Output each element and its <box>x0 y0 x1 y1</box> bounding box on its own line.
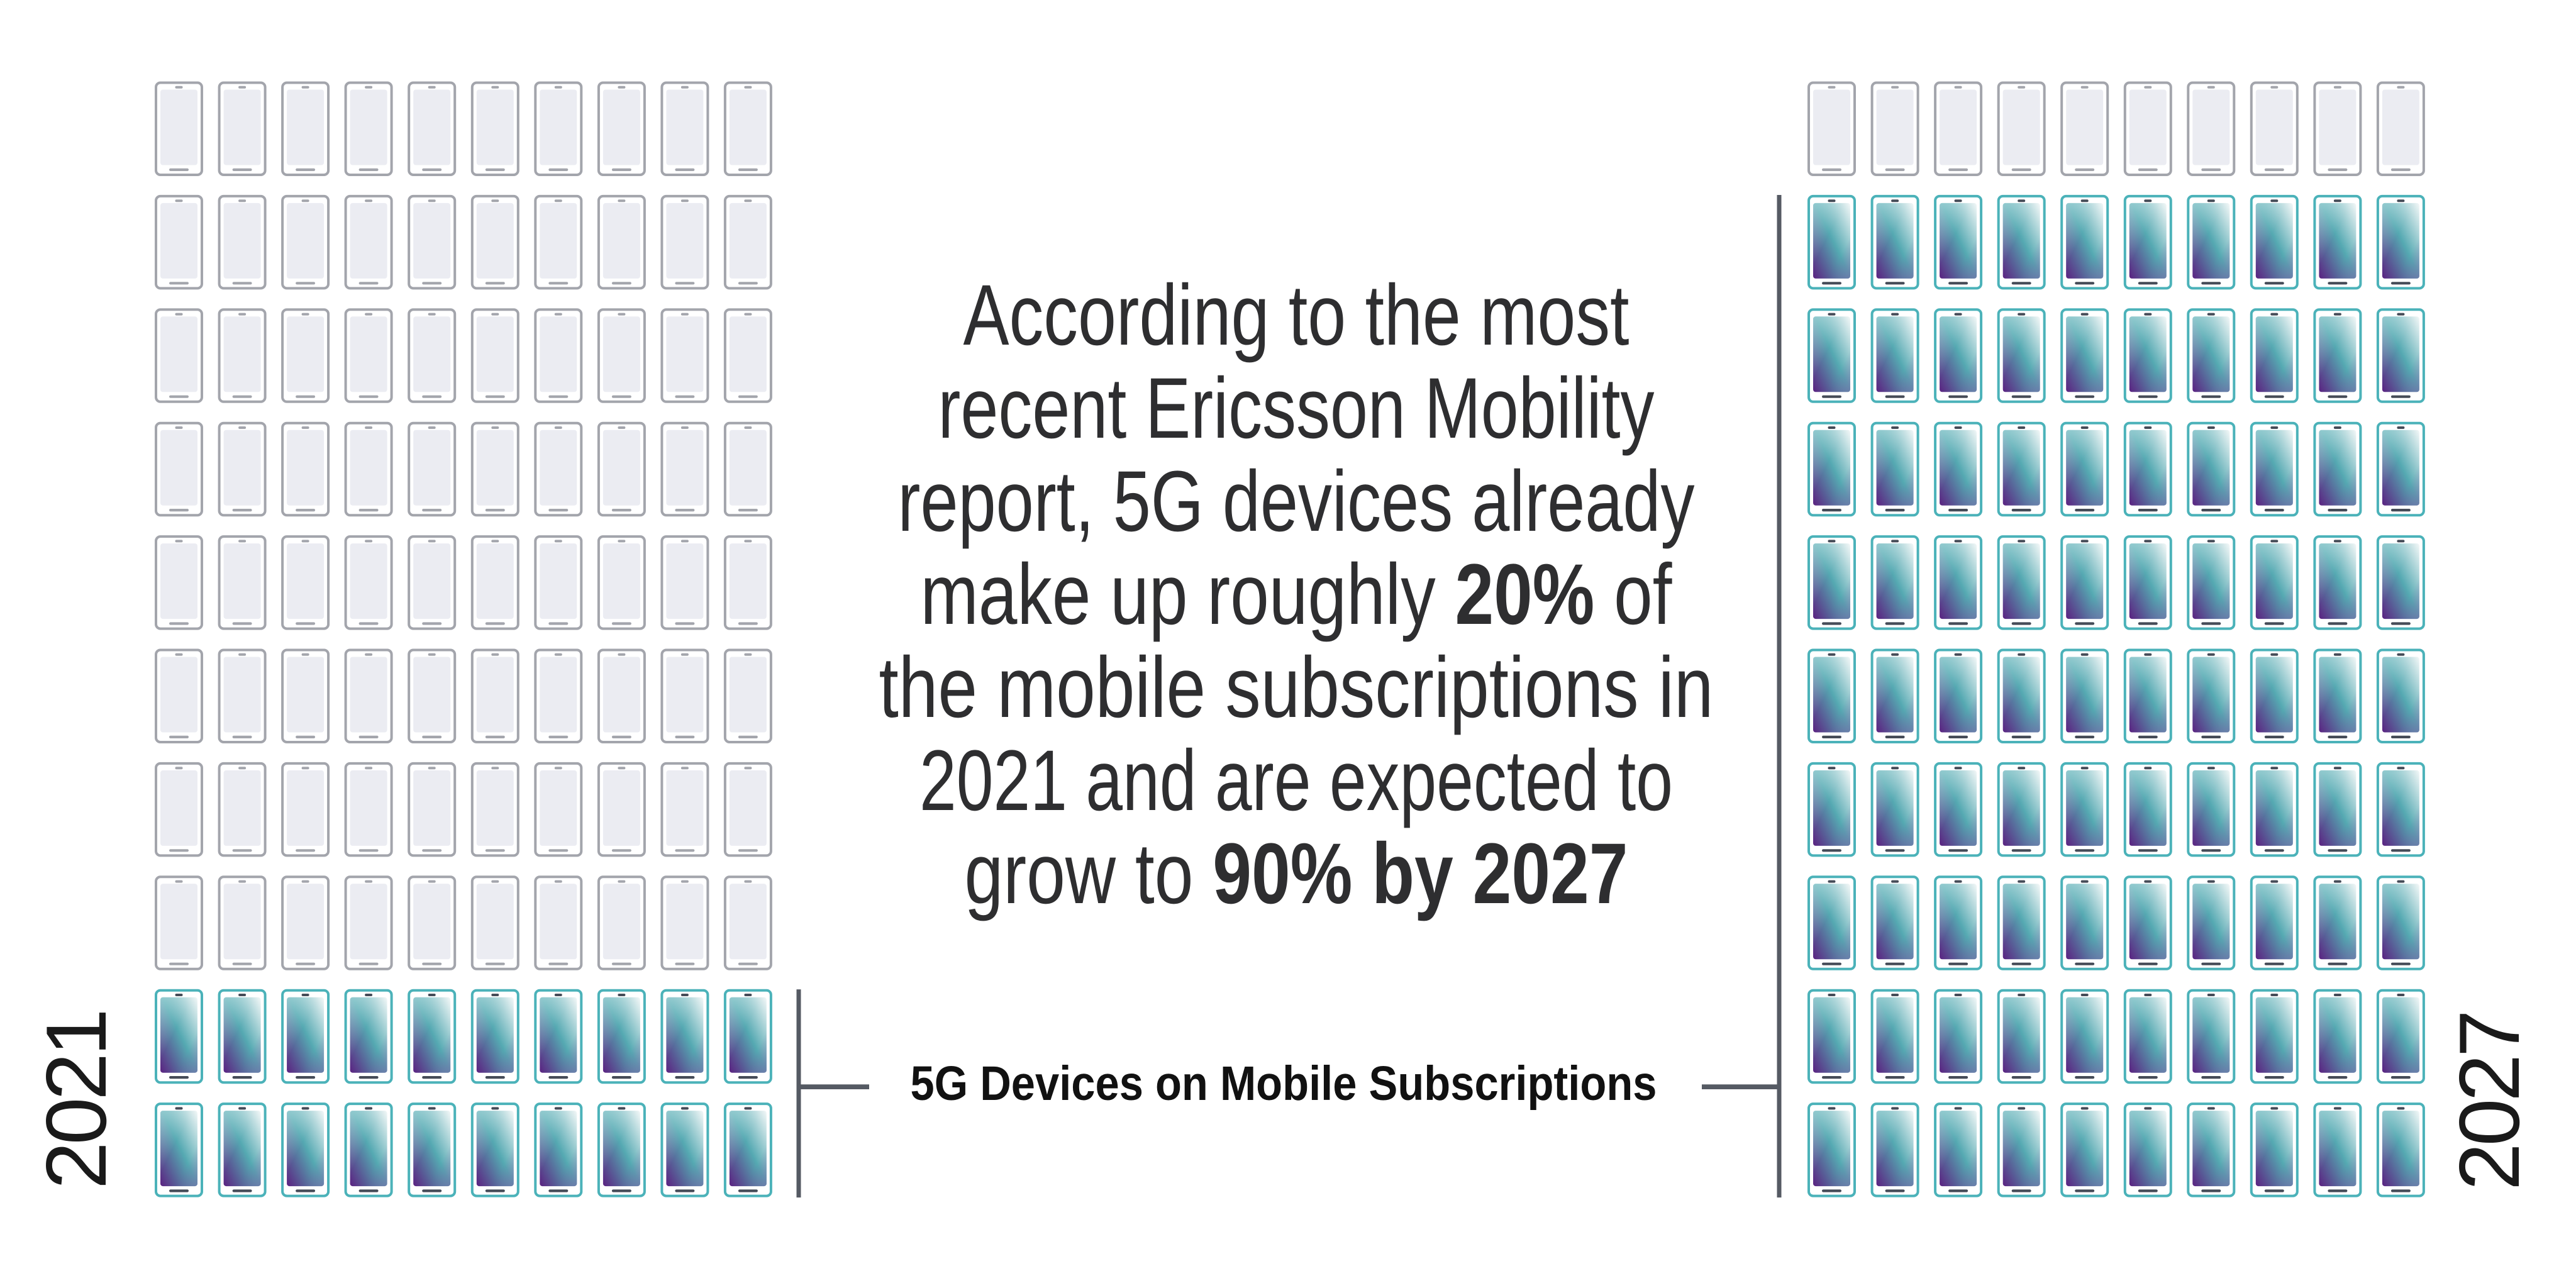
svg-text:make up roughly 20% of: make up roughly 20% of <box>921 547 1673 643</box>
svg-text:the mobile subscriptions in: the mobile subscriptions in <box>879 640 1714 736</box>
svg-text:grow to 90% by 2027: grow to 90% by 2027 <box>965 826 1628 922</box>
svg-text:2027: 2027 <box>2441 1013 2537 1191</box>
svg-text:According to the most: According to the most <box>963 267 1629 364</box>
svg-text:recent Ericsson Mobility: recent Ericsson Mobility <box>938 360 1655 457</box>
svg-text:report, 5G devices already: report, 5G devices already <box>898 453 1695 550</box>
svg-text:5G Devices on Mobile Subscript: 5G Devices on Mobile Subscriptions <box>911 1057 1657 1111</box>
svg-text:2021: 2021 <box>28 1011 124 1189</box>
svg-text:2021 and are expected to: 2021 and are expected to <box>919 733 1673 829</box>
